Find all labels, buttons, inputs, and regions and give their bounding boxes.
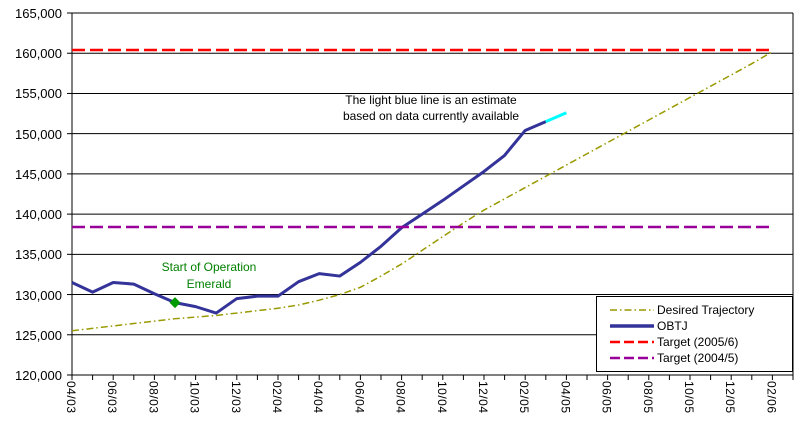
legend-label-obtj: OBTJ	[657, 319, 688, 333]
y-axis-tick-label: 165,000	[15, 6, 62, 21]
x-axis-tick-label: 06/05	[599, 381, 614, 414]
x-axis-tick-label: 10/04	[434, 381, 449, 414]
y-axis-tick-label: 155,000	[15, 86, 62, 102]
y-axis-tick-label: 160,000	[15, 46, 62, 62]
x-axis-tick-label: 08/05	[640, 381, 655, 414]
estimate-annotation: The light blue line is an estimate based…	[295, 92, 567, 124]
x-axis-tick-label: 12/04	[476, 381, 490, 414]
desired-trajectory-line	[71, 50, 773, 332]
obtj-line-swatch	[610, 324, 654, 328]
x-axis-tick-label: 12/03	[228, 381, 243, 414]
x-axis-tick-label: 12/05	[723, 381, 738, 414]
legend-label-target-2005-6: Target (2005/6)	[657, 335, 739, 349]
y-axis-tick-label: 140,000	[15, 207, 62, 223]
legend-label-desired-trajectory: Desired Trajectory	[657, 303, 755, 317]
legend-item-target-2004-5: Target (2004/5)	[609, 350, 790, 366]
estimate-annotation-line1: The light blue line is an estimate	[345, 93, 517, 107]
operation-emerald-annotation-line1: Start of Operation	[161, 260, 257, 274]
y-axis-tick-label: 135,000	[15, 247, 62, 263]
x-axis-tick-label: 08/03	[146, 381, 161, 414]
desired-trajectory-line-swatch	[610, 309, 654, 311]
x-axis-tick-label: 02/05	[517, 381, 532, 414]
y-axis-tick-label: 145,000	[15, 166, 62, 182]
obtj-estimate-line	[545, 111, 567, 123]
legend-item-desired-trajectory: Desired Trajectory	[609, 302, 790, 318]
y-axis-tick-label: 130,000	[15, 287, 62, 303]
legend-item-target-2005-6: Target (2005/6)	[609, 334, 790, 350]
operation-emerald-start-marker	[169, 297, 181, 309]
x-axis-tick-label: 04/04	[311, 381, 326, 414]
obtj-line	[71, 120, 547, 315]
y-axis-tick-label: 150,000	[15, 126, 62, 142]
x-axis-tick-label: 06/04	[352, 381, 367, 414]
operation-emerald-annotation-line2: Emerald	[186, 277, 232, 291]
x-axis-tick-label: 02/04	[270, 381, 284, 414]
x-axis-tick-label: 10/03	[187, 381, 202, 414]
x-axis-tick-label: 02/06	[764, 381, 779, 414]
x-axis-tick-label: 08/04	[393, 381, 408, 414]
chart-legend: Desired Trajectory OBTJ Target (2005/6) …	[596, 296, 793, 372]
target-2005-6-line-swatch	[610, 340, 654, 344]
operation-emerald-annotation: Start of Operation Emerald	[136, 259, 282, 293]
legend-item-obtj: OBTJ	[609, 318, 790, 334]
x-axis-tick-label: 06/03	[105, 381, 120, 414]
legend-label-target-2004-5: Target (2004/5)	[657, 351, 739, 365]
estimate-annotation-line2: based on data currently available	[342, 109, 520, 123]
x-axis-tick-label: 04/03	[64, 381, 78, 414]
y-axis-tick-label: 120,000	[15, 368, 62, 383]
x-axis-tick-label: 04/05	[558, 381, 573, 414]
target-2004-5-line-swatch	[610, 356, 654, 360]
y-axis-tick-label: 125,000	[15, 327, 62, 343]
x-axis-tick-label: 10/05	[682, 381, 696, 414]
